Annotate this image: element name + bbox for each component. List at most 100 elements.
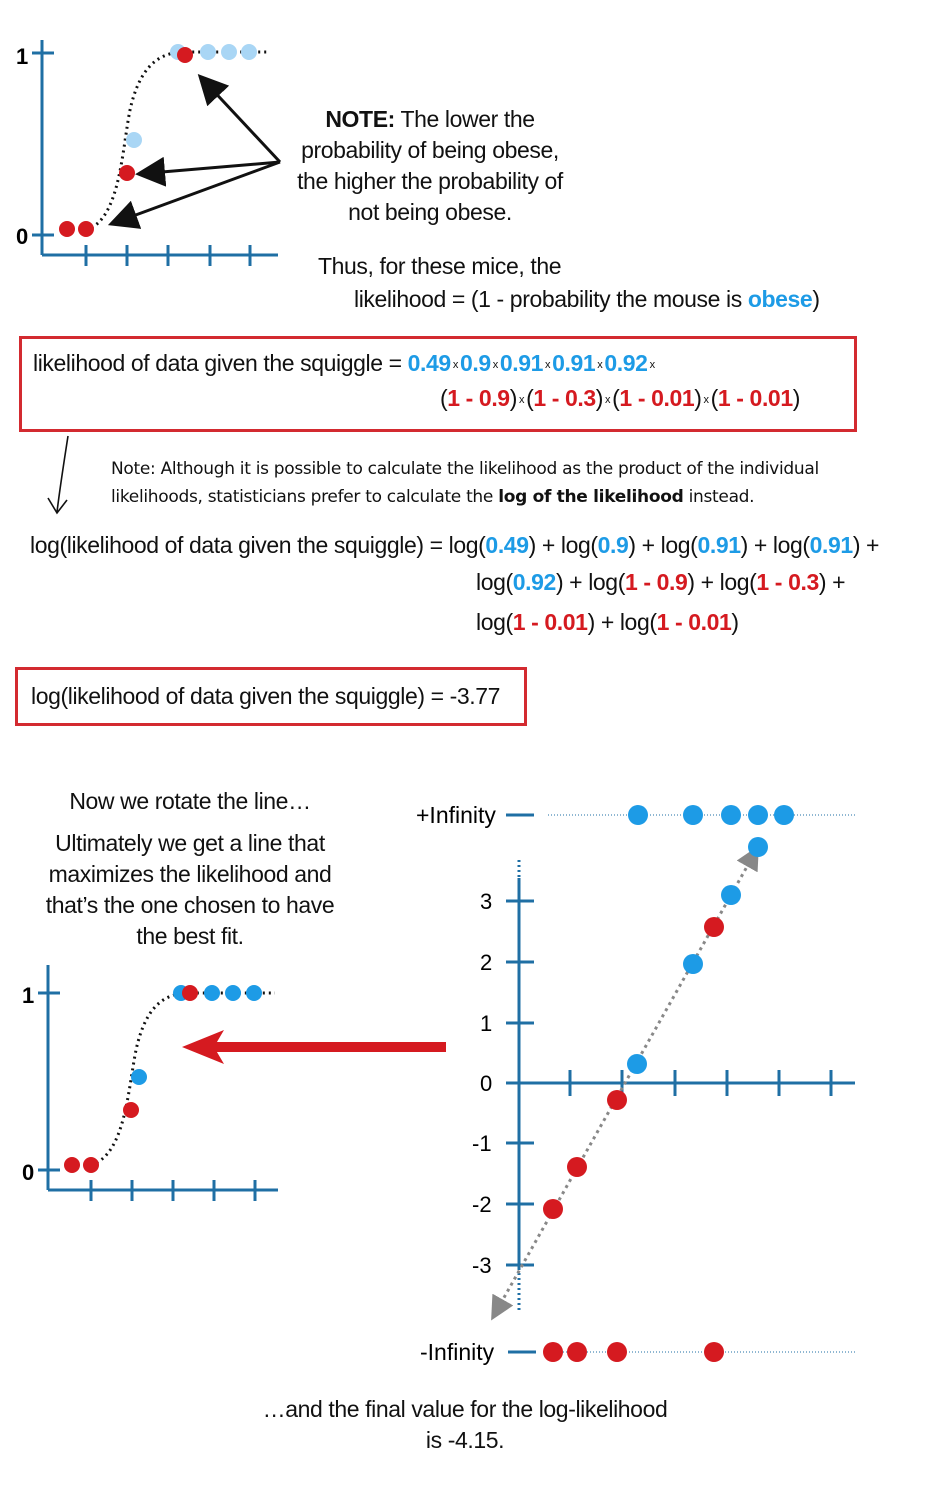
red-point	[123, 1102, 139, 1118]
red-point	[704, 917, 724, 937]
likelihood-line-1: likelihood of data given the squiggle = …	[33, 350, 657, 377]
y-label-0: 0	[16, 224, 28, 249]
y-label-1: 1	[16, 44, 28, 69]
rotate-text: Now we rotate the line… Ultimately we ge…	[30, 786, 350, 952]
likelihood-value: 0.91	[499, 350, 544, 376]
arrow-to-top-point	[197, 74, 282, 164]
log-value: 0.91	[809, 532, 854, 558]
red-point	[83, 1157, 99, 1173]
rotate-line: Ultimately we get a line that	[55, 830, 325, 856]
note-bold: NOTE:	[325, 106, 395, 132]
rotate-line: that’s the one chosen to have	[45, 892, 335, 918]
obese-word: obese	[747, 286, 813, 312]
log-value: 0.49	[485, 532, 529, 558]
side-note-line: Note: Although it is possible to calcula…	[111, 459, 819, 479]
red-point	[543, 1342, 563, 1362]
blue-point	[627, 1054, 647, 1074]
blue-point	[721, 885, 741, 905]
note-line: the higher the probability of	[297, 168, 563, 194]
top-squiggle-plot: 1 0	[16, 40, 278, 266]
y-tick-label: -3	[472, 1253, 492, 1278]
arrow-to-bottom-point	[107, 160, 281, 229]
blue-point	[628, 805, 648, 825]
likelihood-line-2: (1 - 0.9) x(1 - 0.3) x(1 - 0.01) x(1 - 0.01…	[440, 385, 800, 411]
times-sign: x	[597, 358, 603, 371]
y-label-0: 0	[22, 1160, 34, 1185]
red-point	[64, 1157, 80, 1173]
bottom-squiggle-plot: 1 0	[22, 965, 278, 1201]
times-sign: x	[492, 358, 499, 371]
result-text: log(likelihood of data given the squiggl…	[31, 683, 501, 709]
red-point	[177, 47, 193, 63]
y-label-1: 1	[22, 983, 34, 1008]
blue-point	[748, 805, 768, 825]
y-tick-label: 1	[480, 1011, 492, 1036]
likelihood-value: 0.92	[604, 350, 648, 376]
red-point	[704, 1342, 724, 1362]
log-value: 0.9	[597, 532, 629, 558]
likelihood-value: 0.91	[552, 350, 596, 376]
red-point	[567, 1342, 587, 1362]
rotate-line: the best fit.	[136, 923, 244, 949]
big-red-arrow	[182, 1030, 446, 1064]
times-sign: x	[605, 393, 611, 406]
rotate-line: Now we rotate the line…	[69, 788, 311, 814]
log-eq-label: log(likelihood of data given the squiggl…	[30, 532, 449, 558]
y-tick-label: 0	[480, 1071, 492, 1096]
squiggle-curve	[85, 50, 270, 232]
one: 1	[619, 385, 632, 411]
final-line: …and the final value for the log-likelih…	[262, 1396, 668, 1422]
light-blue-point	[126, 132, 142, 148]
note-line: not being obese.	[348, 199, 512, 225]
times-sign: x	[649, 358, 656, 371]
squiggle-curve	[90, 991, 275, 1167]
log-value: 0.01	[688, 609, 732, 635]
final-line: is -4.15.	[425, 1427, 505, 1453]
times-sign: x	[545, 358, 551, 371]
side-note-bold: log of the likelihood	[498, 487, 684, 507]
log-eq-line-2: log(0.92) + log(1 - 0.9) + log(1 - 0.3) …	[476, 569, 846, 595]
one: 1	[533, 385, 546, 411]
rotate-line: maximizes the likelihood and	[48, 861, 332, 887]
log-value: 0.92	[512, 569, 557, 595]
blue-point	[246, 985, 262, 1001]
light-blue-point	[221, 44, 237, 60]
minus: -	[545, 385, 565, 411]
likelihood-value: 0.9	[478, 385, 510, 411]
y-tick-label: 2	[480, 950, 492, 975]
red-point	[119, 165, 135, 181]
red-point	[182, 985, 198, 1001]
red-point	[567, 1157, 587, 1177]
one: 1	[717, 385, 731, 411]
thus-suffix: )	[812, 286, 820, 312]
blue-point	[683, 954, 703, 974]
y-tick-label: 3	[480, 889, 492, 914]
y-tick-label: -2	[472, 1192, 492, 1217]
red-point	[78, 221, 94, 237]
blue-point	[204, 985, 220, 1001]
blue-point	[131, 1069, 147, 1085]
note-line: probability of being obese,	[301, 137, 559, 163]
red-point	[607, 1342, 627, 1362]
blue-point	[748, 837, 768, 857]
note-arrows	[107, 74, 282, 229]
blue-point	[225, 985, 241, 1001]
likelihood-value: 0.49	[407, 350, 452, 376]
likelihood-value: 0.01	[749, 385, 794, 411]
log-odds-plot: +Infinity -Infinity 3 2 1 0 -1 -2 -3	[416, 802, 856, 1365]
final-text: …and the final value for the log-likelih…	[230, 1394, 700, 1456]
likelihood-box	[19, 336, 857, 432]
thus-prefix: likelihood = (1 - probability the mouse …	[354, 286, 748, 312]
y-tick-label: -1	[472, 1131, 492, 1156]
log-eq-line-1: log(likelihood of data given the squiggl…	[30, 532, 880, 558]
hand-drawn-arrow	[47, 435, 69, 515]
result-box: log(likelihood of data given the squiggl…	[15, 667, 527, 726]
one: 1	[447, 385, 460, 411]
side-note-prefix: likelihoods, statisticians prefer to cal…	[111, 487, 499, 507]
light-blue-point	[200, 44, 216, 60]
plus-infinity-label: +Infinity	[416, 802, 496, 828]
light-blue-point	[241, 44, 257, 60]
thus-line-2: likelihood = (1 - probability the mouse …	[354, 283, 820, 315]
blue-point	[721, 805, 741, 825]
likelihood-value: 0.01	[651, 385, 695, 411]
